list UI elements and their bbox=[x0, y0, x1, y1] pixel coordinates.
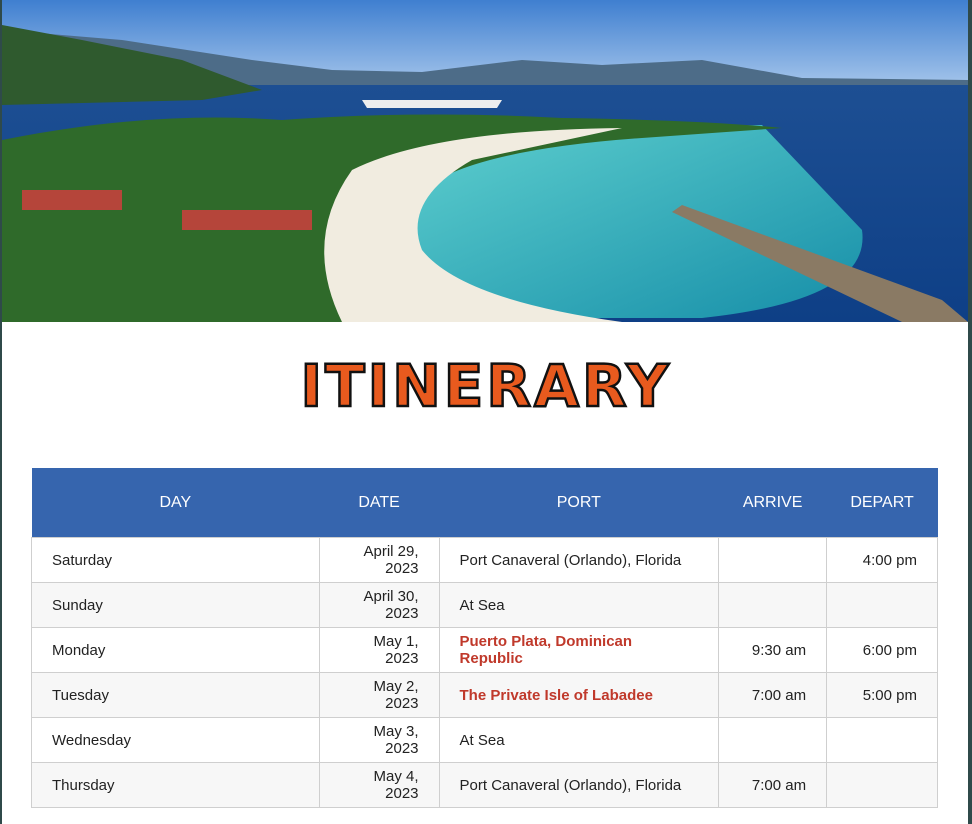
cell-date: May 2, 2023 bbox=[318, 672, 440, 718]
cell-arrive: 9:30 am bbox=[718, 627, 828, 673]
cell-port: At Sea bbox=[438, 717, 720, 763]
page-border-right bbox=[968, 0, 972, 824]
header-arrive: ARRIVE bbox=[718, 468, 827, 538]
table-row: Wednesday May 3, 2023 At Sea bbox=[31, 717, 938, 763]
cell-port: Port Canaveral (Orlando), Florida bbox=[438, 762, 720, 808]
cell-arrive bbox=[718, 582, 828, 628]
cell-day: Wednesday bbox=[31, 717, 320, 763]
cell-day: Sunday bbox=[31, 582, 320, 628]
cell-arrive: 7:00 am bbox=[718, 672, 828, 718]
cell-port: At Sea bbox=[438, 582, 720, 628]
cell-arrive bbox=[718, 537, 828, 583]
itinerary-title: ITINERARY bbox=[0, 351, 972, 422]
cell-date: May 3, 2023 bbox=[318, 717, 440, 763]
cell-day: Tuesday bbox=[31, 672, 320, 718]
table-row: Monday May 1, 2023 Puerto Plata, Dominican… bbox=[31, 627, 938, 673]
title-text: ITINERARY bbox=[299, 351, 672, 422]
hero-image-beach-cruise bbox=[2, 0, 968, 322]
cell-day: Saturday bbox=[31, 537, 320, 583]
table-header-row: DAY DATE PORT ARRIVE DEPART bbox=[31, 468, 938, 538]
table-row: Saturday April 29, 2023 Port Canaveral (Or… bbox=[31, 537, 938, 583]
table-row: Thursday May 4, 2023 Port Canaveral (Orlan… bbox=[31, 762, 938, 808]
table-row: Tuesday May 2, 2023 The Private Isle of La… bbox=[31, 672, 938, 718]
cell-date: May 1, 2023 bbox=[318, 627, 440, 673]
cell-day: Monday bbox=[31, 627, 320, 673]
cell-port: Port Canaveral (Orlando), Florida bbox=[438, 537, 720, 583]
header-day: DAY bbox=[31, 468, 320, 538]
cell-date: April 30, 2023 bbox=[318, 582, 440, 628]
cell-depart bbox=[826, 717, 938, 763]
cell-arrive bbox=[718, 717, 828, 763]
cell-depart bbox=[826, 582, 938, 628]
itinerary-table: DAY DATE PORT ARRIVE DEPART Saturday Apri… bbox=[31, 468, 938, 808]
cell-day: Thursday bbox=[31, 762, 320, 808]
header-date: DATE bbox=[319, 468, 440, 538]
header-depart: DEPART bbox=[826, 468, 938, 538]
cell-port: Puerto Plata, Dominican Republic bbox=[438, 627, 720, 673]
page-border-left bbox=[0, 0, 2, 824]
cell-port: The Private Isle of Labadee bbox=[438, 672, 720, 718]
cell-depart bbox=[826, 762, 938, 808]
cell-date: April 29, 2023 bbox=[318, 537, 440, 583]
header-port: PORT bbox=[439, 468, 719, 538]
cell-arrive: 7:00 am bbox=[718, 762, 828, 808]
cell-depart: 5:00 pm bbox=[826, 672, 938, 718]
cell-date: May 4, 2023 bbox=[318, 762, 440, 808]
cell-depart: 6:00 pm bbox=[826, 627, 938, 673]
table-row: Sunday April 30, 2023 At Sea bbox=[31, 582, 938, 628]
cell-depart: 4:00 pm bbox=[826, 537, 938, 583]
